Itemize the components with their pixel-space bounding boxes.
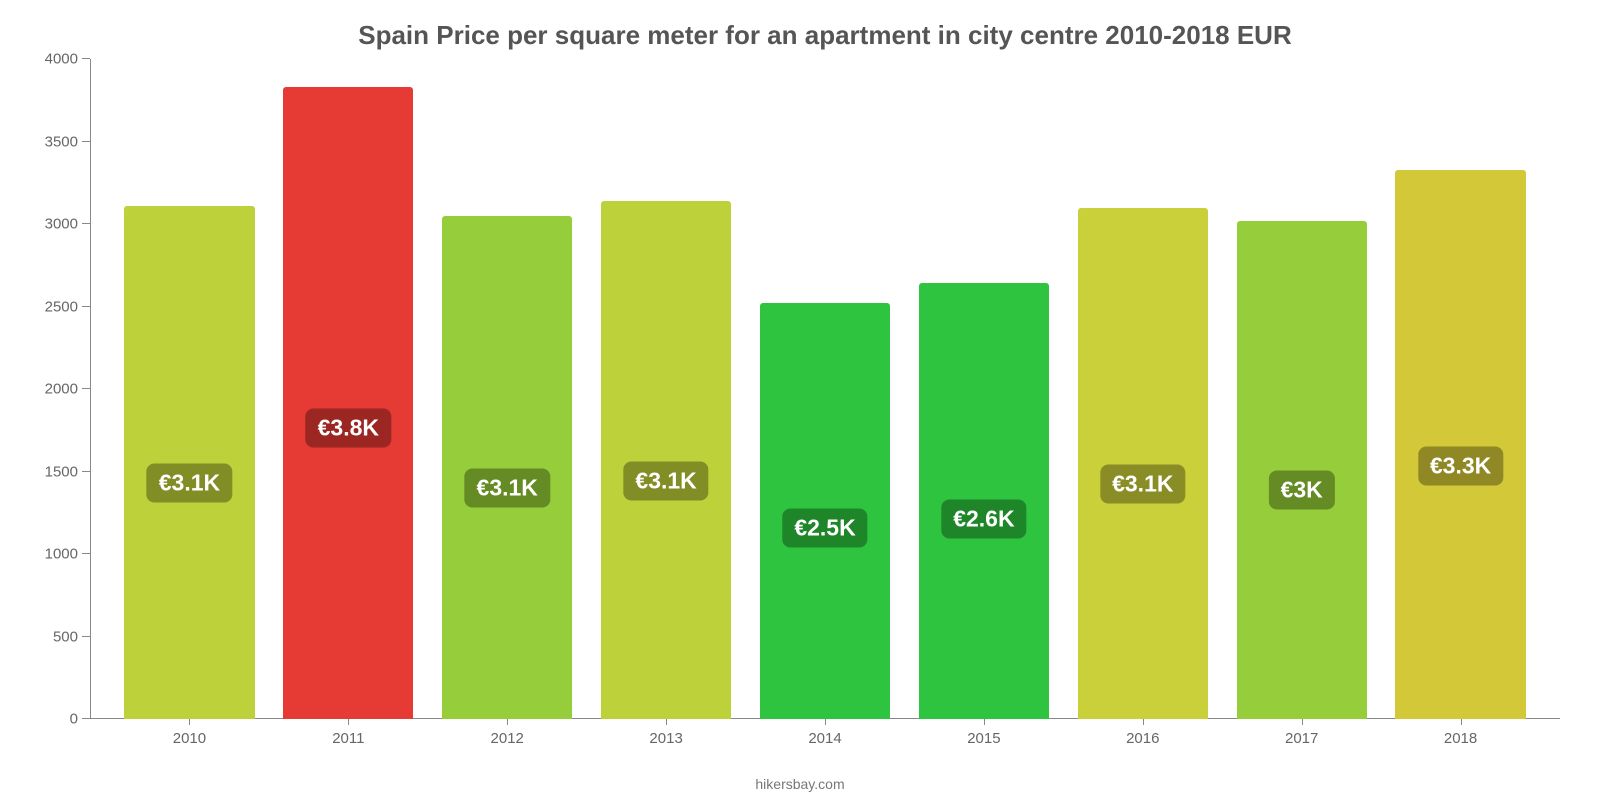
bar-value-label: €3.1K: [147, 463, 232, 502]
x-tick-mark: [348, 719, 349, 725]
y-tick-mark: [82, 306, 90, 307]
bar-slot: €3K: [1222, 59, 1381, 719]
x-tick-mark: [984, 719, 985, 725]
y-tick-mark: [82, 636, 90, 637]
x-tick-mark: [1461, 719, 1462, 725]
bar: [283, 87, 413, 719]
x-tick-mark: [666, 719, 667, 725]
bar-slot: €3.1K: [428, 59, 587, 719]
x-tick-mark: [1143, 719, 1144, 725]
bar-slot: €2.5K: [746, 59, 905, 719]
y-tick-mark: [82, 388, 90, 389]
x-tick-label: 2012: [428, 730, 587, 747]
bar-value-label: €3K: [1269, 470, 1335, 509]
plot-area: 05001000150020002500300035004000 €3.1K€3…: [90, 59, 1560, 719]
x-tick-label: 2013: [587, 730, 746, 747]
y-tick-mark: [82, 553, 90, 554]
y-tick-label: 2500: [45, 298, 78, 315]
bar-value-label: €3.8K: [306, 409, 391, 448]
bar-slot: €3.1K: [110, 59, 269, 719]
bar-slot: €2.6K: [904, 59, 1063, 719]
x-tick-label: 2017: [1222, 730, 1381, 747]
x-tick-mark: [507, 719, 508, 725]
y-tick-label: 0: [70, 711, 78, 728]
chart-container: Spain Price per square meter for an apar…: [0, 0, 1600, 800]
bars-group: €3.1K €3.8K €3.1K €3.1K €2.5K €2.6K €3.1K €3K €3…: [90, 59, 1560, 719]
x-tick-label: 2014: [746, 730, 905, 747]
y-tick-label: 2000: [45, 381, 78, 398]
y-tick-mark: [82, 471, 90, 472]
bar: [601, 201, 731, 719]
x-tick-mark: [1302, 719, 1303, 725]
x-tick-label: 2011: [269, 730, 428, 747]
bar-value-label: €3.1K: [623, 461, 708, 500]
y-tick-label: 1000: [45, 546, 78, 563]
x-axis-labels: 201020112012201320142015201620172018: [90, 730, 1560, 747]
bar-slot: €3.1K: [587, 59, 746, 719]
y-axis: 05001000150020002500300035004000: [80, 59, 90, 719]
y-tick-label: 4000: [45, 51, 78, 68]
chart-source: hikersbay.com: [0, 776, 1600, 792]
x-tick-label: 2015: [904, 730, 1063, 747]
y-tick-label: 1500: [45, 463, 78, 480]
x-tick-label: 2016: [1063, 730, 1222, 747]
y-tick-mark: [82, 141, 90, 142]
y-tick-mark: [82, 223, 90, 224]
bar-slot: €3.3K: [1381, 59, 1540, 719]
y-tick-mark: [82, 58, 90, 59]
bar: [124, 206, 254, 719]
x-tick-mark: [189, 719, 190, 725]
bar-slot: €3.8K: [269, 59, 428, 719]
x-tick-label: 2010: [110, 730, 269, 747]
y-tick-label: 3500: [45, 133, 78, 150]
y-tick-mark: [82, 718, 90, 719]
bar-value-label: €3.1K: [465, 468, 550, 507]
x-tick-label: 2018: [1381, 730, 1540, 747]
bar-slot: €3.1K: [1063, 59, 1222, 719]
bar-value-label: €2.5K: [782, 508, 867, 547]
y-tick-label: 3000: [45, 216, 78, 233]
x-tick-mark: [825, 719, 826, 725]
bar-value-label: €3.1K: [1100, 464, 1185, 503]
y-tick-label: 500: [53, 628, 78, 645]
bar-value-label: €3.3K: [1418, 447, 1503, 486]
bar-value-label: €2.6K: [941, 499, 1026, 538]
bar: [1395, 170, 1525, 719]
chart-title: Spain Price per square meter for an apar…: [90, 20, 1560, 51]
